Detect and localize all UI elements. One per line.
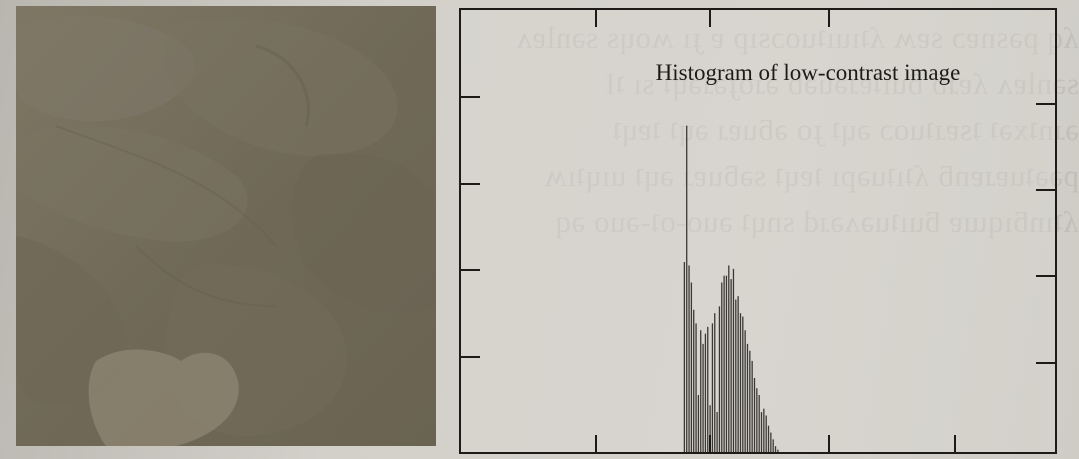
histogram-bar bbox=[765, 415, 767, 453]
histogram-bar bbox=[695, 323, 697, 453]
histogram-frame bbox=[459, 8, 1057, 454]
histogram-bar bbox=[732, 268, 735, 453]
histogram-bar bbox=[737, 296, 739, 453]
histogram-bar bbox=[767, 425, 770, 453]
histogram-bar bbox=[728, 265, 730, 453]
histogram-bar bbox=[718, 306, 721, 453]
low-contrast-photo-drawing bbox=[16, 6, 436, 446]
histogram-bar bbox=[716, 412, 718, 453]
low-contrast-photo bbox=[16, 6, 436, 446]
histogram-plot-area bbox=[460, 9, 1056, 453]
histogram-ticks bbox=[460, 9, 1056, 453]
histogram-bar bbox=[683, 262, 686, 453]
histogram-bar bbox=[721, 282, 723, 453]
histogram-bar bbox=[700, 330, 702, 453]
chart-title: Histogram of low-contrast image bbox=[656, 60, 961, 85]
histogram-bar bbox=[777, 449, 779, 453]
histogram-bar bbox=[753, 377, 756, 453]
histogram-bars bbox=[683, 125, 779, 453]
histogram-bar bbox=[756, 388, 758, 453]
histogram-bar bbox=[704, 333, 707, 453]
histogram-bar bbox=[746, 343, 749, 453]
histogram-bar bbox=[772, 439, 774, 453]
histogram-bar bbox=[686, 125, 688, 453]
histogram-bar bbox=[711, 323, 714, 453]
histogram-bar bbox=[749, 350, 751, 453]
histogram-bar bbox=[739, 313, 742, 453]
histogram-bar bbox=[723, 275, 725, 453]
histogram-bar bbox=[758, 395, 760, 453]
histogram-bar bbox=[735, 299, 737, 453]
histogram-bar bbox=[744, 330, 746, 453]
histogram-bar bbox=[707, 326, 709, 453]
histogram-bar bbox=[697, 395, 700, 453]
histogram-bar bbox=[714, 313, 716, 453]
histogram-bar bbox=[730, 279, 732, 453]
histogram-bar bbox=[702, 343, 704, 453]
histogram-bar bbox=[742, 316, 744, 453]
histogram-bar bbox=[774, 446, 777, 453]
histogram-bar bbox=[725, 275, 728, 453]
histogram-bar bbox=[760, 412, 763, 453]
histogram-bar bbox=[688, 265, 690, 453]
histogram-bar bbox=[763, 408, 765, 453]
histogram-bar bbox=[690, 282, 693, 453]
histogram-bar bbox=[751, 360, 753, 453]
histogram-bar bbox=[693, 309, 695, 453]
histogram-bar bbox=[709, 405, 711, 453]
histogram-bar bbox=[770, 432, 772, 453]
